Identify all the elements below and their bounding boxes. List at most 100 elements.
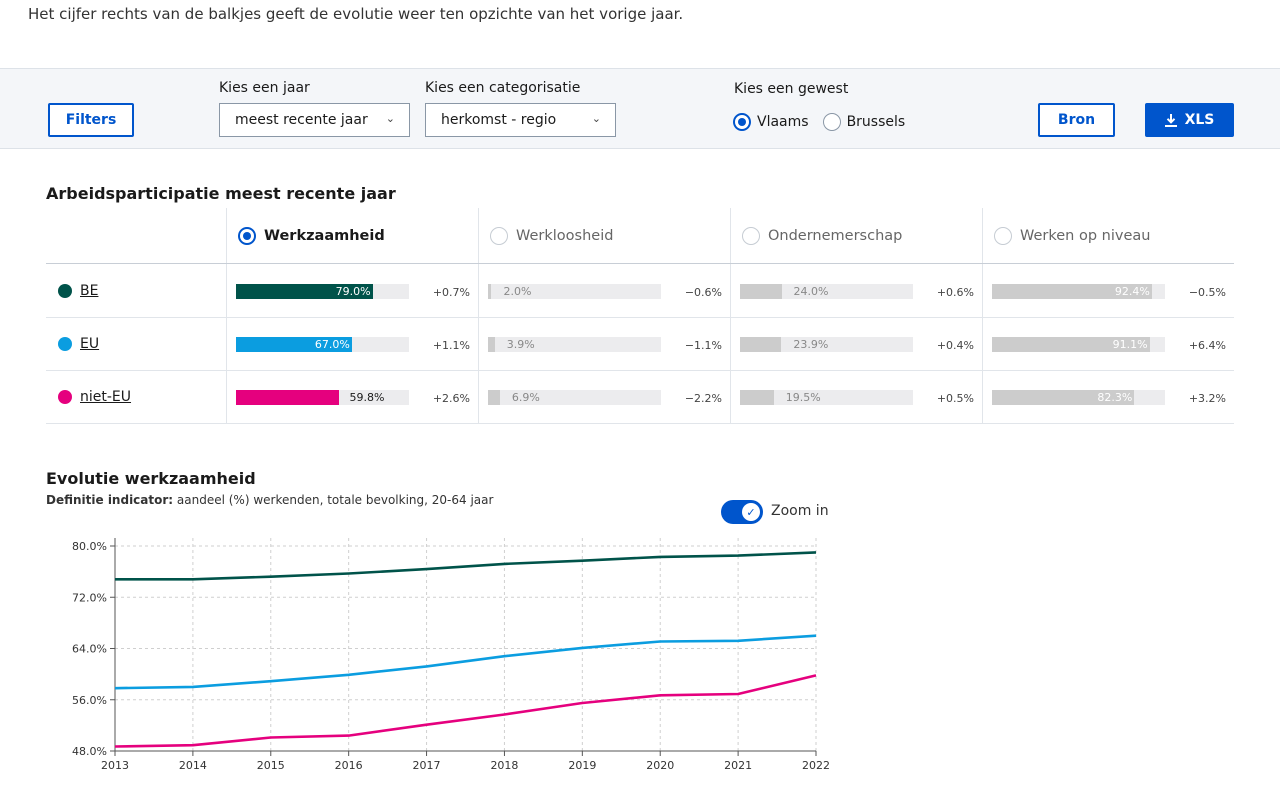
bar-track: 92.4%: [992, 284, 1165, 299]
bar-fill: [992, 337, 1150, 352]
x-tick-label: 2015: [257, 759, 285, 772]
x-tick-label: 2022: [802, 759, 830, 772]
x-tick-label: 2021: [724, 759, 752, 772]
x-tick-label: 2016: [335, 759, 363, 772]
xls-download-button[interactable]: XLS: [1145, 103, 1234, 137]
region-label: Kies een gewest: [734, 81, 849, 97]
column-radio[interactable]: [994, 227, 1012, 245]
intro-text: Het cijfer rechts van de balkjes geeft d…: [28, 5, 684, 23]
filter-bar: Filters Kies een jaar meest recente jaar…: [0, 68, 1280, 149]
delta-value: −2.2%: [684, 392, 722, 405]
chevron-down-icon: ⌄: [385, 112, 395, 125]
series-line-eu: [114, 634, 817, 690]
bar-fill: [740, 284, 782, 299]
y-tick-label: 72.0%: [72, 591, 107, 604]
year-select-value: meest recente jaar: [235, 112, 368, 128]
bar-value: 82.3%: [1097, 391, 1133, 404]
bar-track: 23.9%: [740, 337, 913, 352]
download-icon: [1164, 113, 1177, 127]
zoom-toggle[interactable]: ✓: [721, 500, 763, 524]
x-tick-label: 2017: [413, 759, 441, 772]
bar-fill: [236, 390, 340, 405]
year-select[interactable]: meest recente jaar ⌄: [219, 103, 410, 137]
bar-track: 91.1%: [992, 337, 1165, 352]
indicator-definition: Definitie indicator: aandeel (%) werkend…: [46, 493, 493, 507]
y-tick-label: 48.0%: [72, 745, 107, 758]
participation-table: Werkzaamheid Werkloosheid Ondernemerschap W…: [46, 208, 1234, 424]
bar-track: 59.8%: [236, 390, 409, 405]
row-link-be[interactable]: BE: [80, 283, 99, 299]
column-divider: [982, 208, 983, 424]
zoom-label: Zoom in: [771, 503, 829, 519]
column-divider: [226, 208, 227, 424]
row-label-niet-eu: niet-EU: [58, 389, 131, 405]
bar-fill: [488, 337, 495, 352]
column-label: Werken op niveau: [1020, 228, 1151, 244]
region-radio-group: Vlaams Brussels: [733, 113, 905, 131]
definition-label: Definitie indicator:: [46, 493, 174, 507]
bar-value: 6.9%: [511, 391, 540, 404]
bar-value: 3.9%: [506, 338, 535, 351]
column-divider: [478, 208, 479, 424]
row-divider: [46, 423, 1234, 424]
bar-track: 24.0%: [740, 284, 913, 299]
bron-button[interactable]: Bron: [1038, 103, 1115, 137]
radio-brussels[interactable]: [822, 113, 841, 131]
row-divider: [46, 317, 1234, 318]
x-tick-label: 2014: [179, 759, 207, 772]
tab-werkzaamheid[interactable]: Werkzaamheid: [238, 208, 385, 264]
series-line-niet-eu: [114, 674, 817, 748]
bar-track: 67.0%: [236, 337, 409, 352]
bar-fill: [740, 390, 774, 405]
delta-value: −0.5%: [1188, 286, 1226, 299]
legend-dot: [58, 337, 72, 351]
bar-track: 3.9%: [488, 337, 661, 352]
legend-dot: [58, 284, 72, 298]
filters-button[interactable]: Filters: [48, 103, 134, 137]
chevron-down-icon: ⌄: [591, 112, 601, 125]
row-link-niet-eu[interactable]: niet-EU: [80, 389, 132, 405]
bar-fill: [992, 284, 1152, 299]
column-radio[interactable]: [490, 227, 508, 245]
radio-brussels-label: Brussels: [846, 114, 906, 130]
bar-fill: [740, 337, 782, 352]
delta-value: +0.4%: [936, 339, 974, 352]
bar-value: 2.0%: [503, 285, 532, 298]
bar-fill: [236, 337, 352, 352]
tab-ondernemerschap[interactable]: Ondernemerschap: [742, 208, 902, 264]
delta-value: +3.2%: [1188, 392, 1226, 405]
delta-value: +2.6%: [432, 392, 470, 405]
bar-value: 59.8%: [349, 391, 385, 404]
delta-value: −0.6%: [684, 286, 722, 299]
tab-werkloosheid[interactable]: Werkloosheid: [490, 208, 613, 264]
y-tick-label: 80.0%: [72, 540, 107, 553]
bar-track: 19.5%: [740, 390, 913, 405]
bar-track: 2.0%: [488, 284, 661, 299]
xls-label: XLS: [1184, 112, 1215, 128]
table-title: Arbeidsparticipatie meest recente jaar: [46, 184, 396, 203]
delta-value: +1.1%: [432, 339, 470, 352]
bar-track: 82.3%: [992, 390, 1165, 405]
radio-vlaams[interactable]: [733, 113, 751, 131]
row-divider: [46, 370, 1234, 371]
x-tick-label: 2013: [101, 759, 129, 772]
bar-value: 24.0%: [793, 285, 829, 298]
bar-value: 92.4%: [1114, 285, 1150, 298]
evolution-title: Evolutie werkzaamheid: [46, 469, 256, 488]
bar-fill: [992, 390, 1135, 405]
column-radio[interactable]: [238, 227, 256, 245]
row-divider: [46, 263, 1234, 264]
column-label: Werkloosheid: [516, 228, 614, 244]
column-divider: [730, 208, 731, 424]
check-icon: ✓: [742, 503, 760, 521]
tab-werken-op-niveau[interactable]: Werken op niveau: [994, 208, 1150, 264]
delta-value: +0.5%: [936, 392, 974, 405]
x-tick-label: 2018: [490, 759, 518, 772]
series-line-be: [115, 551, 817, 581]
row-label-eu: EU: [58, 336, 99, 352]
category-select[interactable]: herkomst - regio ⌄: [425, 103, 616, 137]
column-radio[interactable]: [742, 227, 760, 245]
delta-value: +0.7%: [432, 286, 470, 299]
row-link-eu[interactable]: EU: [80, 336, 100, 352]
bar-value: 91.1%: [1112, 338, 1148, 351]
